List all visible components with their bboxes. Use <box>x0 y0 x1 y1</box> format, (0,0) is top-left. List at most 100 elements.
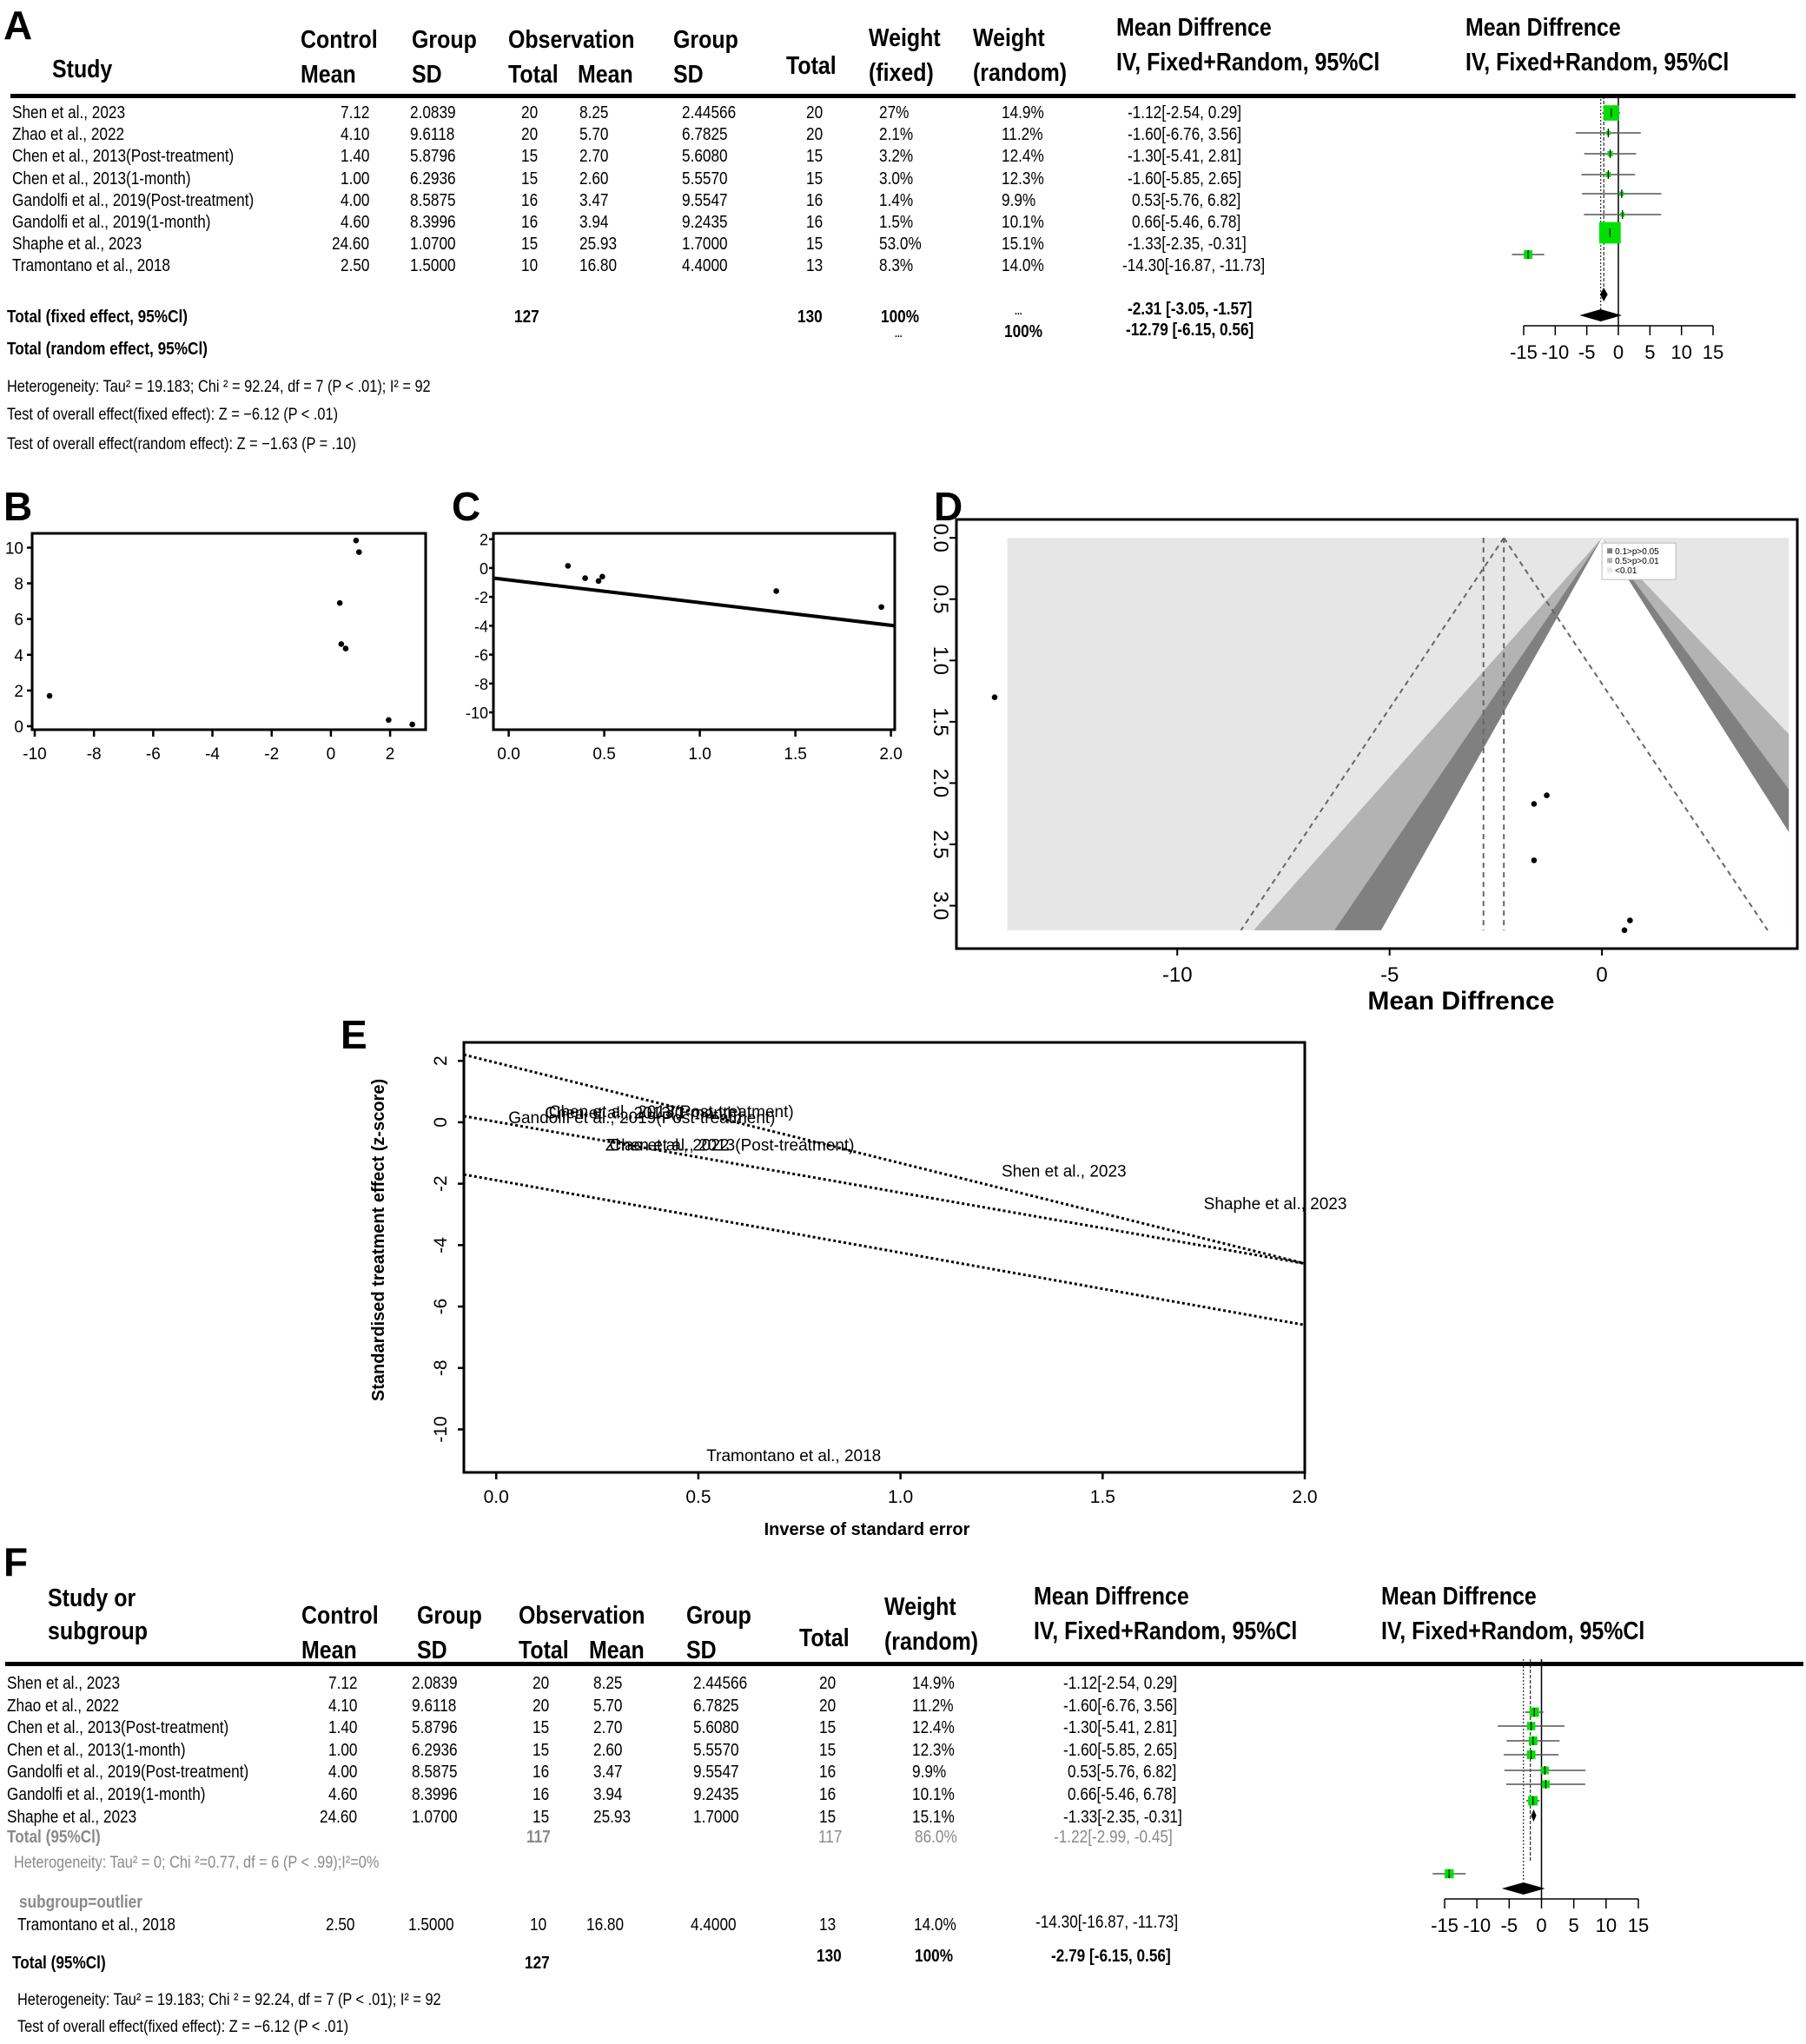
header-rule <box>5 1662 1803 1666</box>
x-tick-label: 0 <box>1613 341 1624 363</box>
data-point <box>599 573 605 580</box>
weight-random: 11.2% <box>1002 125 1043 145</box>
obs-total: 16 <box>521 190 539 210</box>
mean-difference: -1.60[-6.76, 3.56] <box>1128 125 1242 145</box>
y-tick-label: 4 <box>14 647 23 665</box>
x-tick-label: 1.0 <box>688 745 711 764</box>
total-fixed-label: Total (fixed effect, 95%Cl) <box>7 308 189 327</box>
panel-label-b: B <box>3 484 33 529</box>
y-tick-label: -6 <box>431 1299 451 1315</box>
weight-fixed: 2.1% <box>879 125 914 145</box>
data-point <box>595 578 602 585</box>
x-tick-label: 2.0 <box>879 745 902 764</box>
weight-random: 9.9% <box>912 1763 947 1783</box>
y-tick-label: 0 <box>14 718 23 737</box>
weight-random: 14.9% <box>912 1674 955 1693</box>
x-tick-label: -10 <box>1162 963 1193 987</box>
x-tick-label: -2 <box>264 745 279 764</box>
total-fixed-weight-random: ... <box>1015 305 1022 317</box>
plot-frame <box>462 1041 1307 1474</box>
outlier-weight: 14.0% <box>914 1915 956 1935</box>
total-diamond <box>1501 1882 1545 1895</box>
header-md: Mean Diffrence <box>1116 14 1272 42</box>
subtotal-label: Total (95%Cl) <box>7 1828 101 1847</box>
weight-fixed: 3.2% <box>879 147 914 167</box>
funnel-plot-d: 0.1>p>0.050.5>p>0.01<0.01 -10 -5 0 0.0 0.5 1.0… <box>929 518 1799 1015</box>
control-mean: 1.00 <box>328 1740 358 1760</box>
study-name: Zhao et al., 2022 <box>7 1696 120 1716</box>
study-name: Gandolfi et al., 2019(Post-treatment) <box>7 1763 249 1783</box>
data-point <box>582 575 588 581</box>
y-tick-label: 3.0 <box>929 891 952 920</box>
panel-label-a: A <box>3 3 33 48</box>
total-random-weight-fixed: ... <box>895 327 903 340</box>
subgroup-diamond <box>1531 1809 1537 1822</box>
data-point <box>1531 801 1538 807</box>
pseudo-ci-left <box>1240 537 1505 931</box>
x-tick-label: 1.5 <box>784 745 806 764</box>
total-md: -2.79 [-6.15, 0.56] <box>1051 1947 1171 1966</box>
obs-mean: 2.60 <box>579 169 609 189</box>
control-mean: 4.10 <box>341 125 370 145</box>
obs-sd: 6.7825 <box>682 125 728 145</box>
x-tick-label: -10 <box>1541 341 1569 363</box>
study-name: Zhao et al., 2022 <box>12 125 125 145</box>
header-obs-total: Total <box>519 1637 569 1664</box>
y-tick-label: -2 <box>431 1175 451 1192</box>
x-tick-label: -5 <box>1380 963 1399 987</box>
obs-total: 16 <box>533 1763 550 1783</box>
control-mean: 4.60 <box>341 213 370 232</box>
mean-difference: -1.12[-2.54, 0.29] <box>1063 1674 1178 1693</box>
y-tick-label: 2 <box>14 683 23 701</box>
data-point <box>1627 917 1633 923</box>
study-name: Shen et al., 2023 <box>12 103 126 122</box>
total-fixed-obs-total: 127 <box>514 308 539 327</box>
header-md-method: IV, Fixed+Random, 95%Cl <box>1034 1617 1298 1645</box>
random-effect-diamond <box>1579 309 1623 321</box>
data-point <box>342 645 349 652</box>
obs-mean: 8.25 <box>579 103 609 122</box>
obs-sd: 1.7000 <box>682 235 728 255</box>
weight-random: 15.1% <box>912 1807 955 1827</box>
obs-sd: 6.7825 <box>693 1696 739 1716</box>
control-sd: 8.3996 <box>410 213 456 232</box>
study-name: Shen et al., 2023 <box>7 1674 121 1693</box>
pseudo-ci-right <box>1503 537 1769 931</box>
x-tick-label: -6 <box>146 745 161 764</box>
header-plot-method: IV, Fixed+Random, 95%Cl <box>1381 1617 1645 1645</box>
obs-total: 16 <box>521 213 539 232</box>
heterogeneity-note: Heterogeneity: Tau² = 19.183; Chi ² = 92… <box>17 1991 441 2009</box>
header-group-sd: SD <box>412 61 442 89</box>
overall-effect-fixed-note: Test of overall effect(fixed effect): Z … <box>17 2018 349 2036</box>
total-fixed-weight-fixed: 100% <box>881 308 919 327</box>
data-point <box>409 721 415 728</box>
study-name: Tramontano et al., 2018 <box>12 256 170 276</box>
weight-random: 12.3% <box>1002 169 1044 189</box>
x-tick-label: 10 <box>1596 1915 1617 1936</box>
control-mean: 1.40 <box>328 1718 358 1738</box>
weight-random: 11.2% <box>912 1696 954 1716</box>
plot-frame <box>30 532 427 731</box>
y-tick-label: 2 <box>431 1055 451 1066</box>
forest-plot-f: -15 -10 -5 0 5 10 15 <box>1431 1659 1649 1936</box>
total-random-md: -12.79 [-6.15, 0.56] <box>1126 321 1254 340</box>
header-study: Study <box>52 56 113 83</box>
control-sd: 1.5000 <box>410 256 456 276</box>
weight-random: 12.4% <box>912 1718 955 1738</box>
x-tick-label: 1.0 <box>888 1487 913 1507</box>
panel-label-c: C <box>452 484 481 529</box>
mean-difference: -1.30[-5.41, 2.81] <box>1128 147 1242 167</box>
y-tick-label: 0.5 <box>929 585 952 613</box>
control-mean: 24.60 <box>320 1807 358 1827</box>
header-observation: Observation <box>508 26 635 54</box>
control-mean: 4.60 <box>328 1785 358 1804</box>
obs-sd: 9.5547 <box>682 190 728 210</box>
total: 20 <box>819 1674 837 1693</box>
control-mean: 4.00 <box>328 1763 358 1783</box>
obs-mean: 2.60 <box>593 1740 623 1760</box>
y-tick-label: 0 <box>480 560 488 578</box>
legend-label: <0.01 <box>1615 566 1637 576</box>
x-tick-label: 2.0 <box>1292 1487 1317 1507</box>
control-sd: 8.3996 <box>412 1785 458 1804</box>
obs-mean: 3.94 <box>579 213 609 232</box>
